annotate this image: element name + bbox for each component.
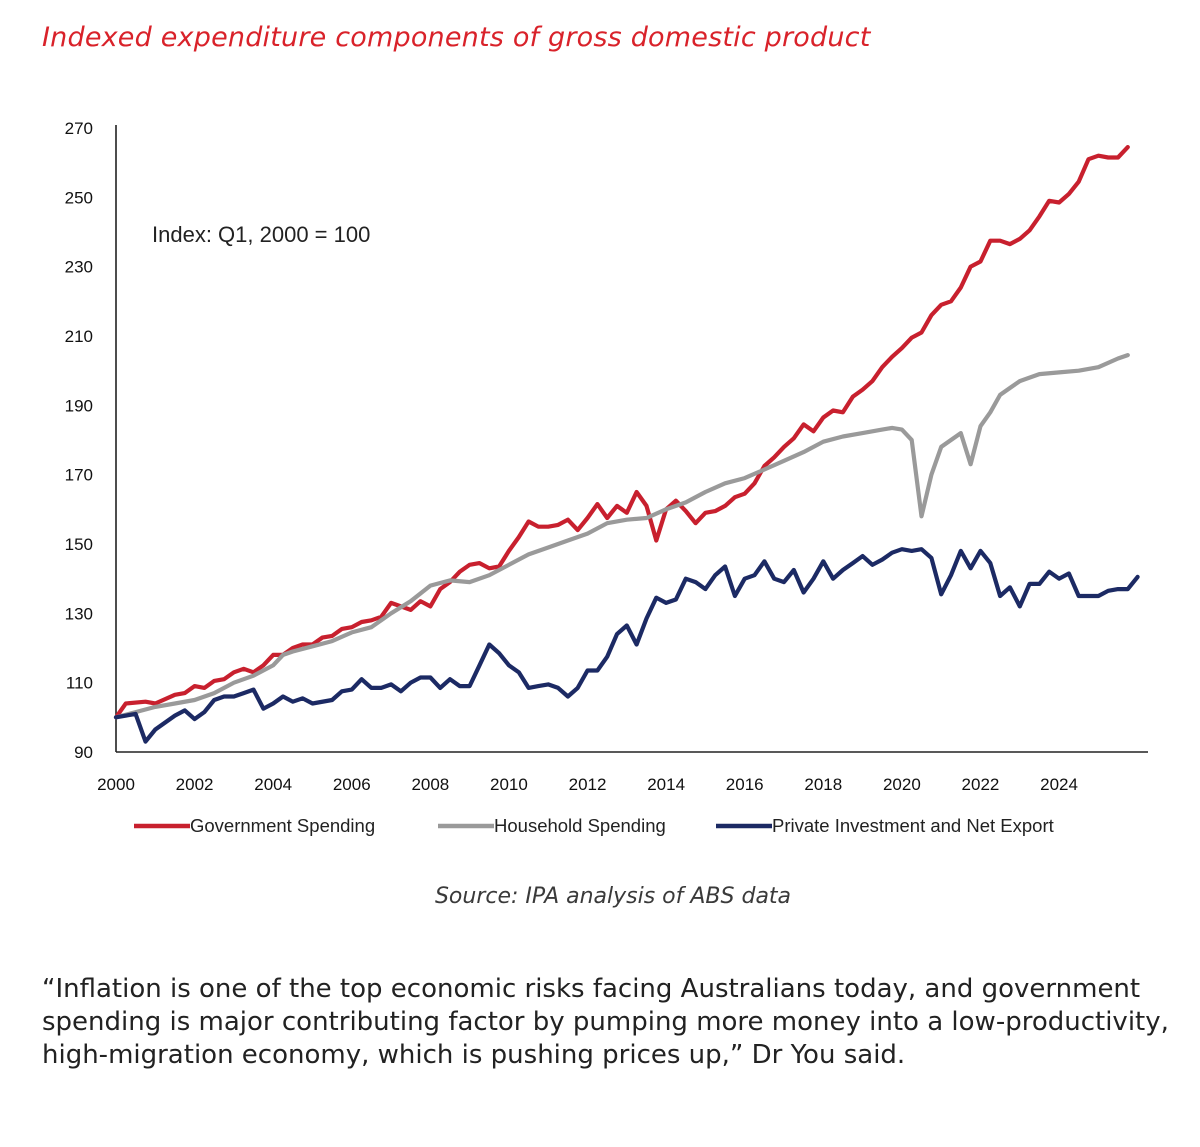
y-tick-label: 150 — [65, 535, 93, 554]
x-tick-label: 2008 — [411, 775, 449, 794]
series-line-3 — [113, 547, 1140, 744]
x-tick-label: 2018 — [804, 775, 842, 794]
x-tick-label: 2010 — [490, 775, 528, 794]
y-tick-label: 90 — [74, 743, 93, 762]
x-tick-label: 2000 — [97, 775, 135, 794]
y-tick-label: 270 — [65, 119, 93, 138]
y-tick-label: 210 — [65, 327, 93, 346]
index-annotation: Index: Q1, 2000 = 100 — [152, 222, 370, 247]
series-line-1 — [113, 145, 1130, 720]
x-tick-label: 2006 — [333, 775, 371, 794]
x-tick-label: 2004 — [254, 775, 292, 794]
source-label: Source: — [434, 884, 519, 909]
quote-paragraph: “Inflation is one of the top economic ri… — [42, 974, 1169, 1070]
x-tick-label: 2002 — [176, 775, 214, 794]
legend-label: Private Investment and Net Export — [772, 815, 1054, 836]
x-tick-label: 2020 — [883, 775, 921, 794]
x-tick-label: 2022 — [962, 775, 1000, 794]
chart-series — [113, 145, 1140, 744]
line-chart: 90 110 130 150 170 190 210 230 250 270 2000 2002 200… — [65, 119, 1148, 836]
x-tick-label: 2014 — [647, 775, 685, 794]
legend-label: Government Spending — [190, 815, 375, 836]
source-text: IPA analysis of ABS data — [518, 884, 792, 909]
y-tick-label: 110 — [66, 674, 93, 693]
x-tick-label: 2012 — [569, 775, 607, 794]
y-tick-label: 190 — [65, 396, 93, 415]
y-tick-label: 230 — [65, 258, 93, 277]
chart-legend: Government Spending Household Spending Pri… — [134, 815, 1054, 836]
y-tick-label: 250 — [65, 188, 93, 207]
chart-axes: 90 110 130 150 170 190 210 230 250 270 2000 2002 200… — [65, 119, 1148, 794]
source-caption: Source: IPA analysis of ABS data — [0, 884, 1200, 909]
x-tick-label: 2024 — [1040, 775, 1078, 794]
x-tick-label: 2016 — [726, 775, 764, 794]
series-line-2 — [113, 353, 1130, 720]
legend-label: Household Spending — [494, 815, 666, 836]
y-tick-label: 170 — [65, 466, 93, 485]
chart-title: Indexed expenditure components of gross … — [42, 22, 871, 53]
y-tick-label: 130 — [65, 604, 93, 623]
